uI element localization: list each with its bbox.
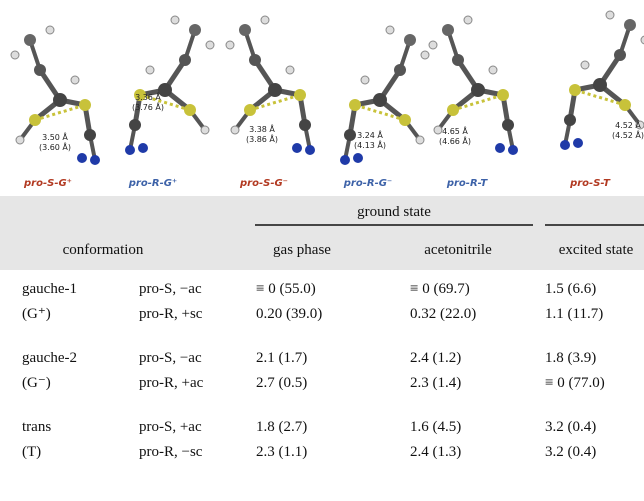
table-cell: 2.4 (1.2) (410, 350, 461, 366)
distance-label: (3.76 Å) (132, 101, 164, 112)
table-cell: pro-R, +sc (139, 306, 203, 322)
table-cell: pro-S, −ac (139, 281, 202, 297)
panel-label: pro-S-T (569, 178, 611, 189)
panel-label: pro-R-G⁺ (128, 178, 177, 189)
distance-label: 3.24 Å (357, 129, 383, 140)
table-cell: pro-R, +ac (139, 375, 204, 391)
table-cell: gauche-1 (22, 281, 77, 297)
table-cell: pro-R, −sc (139, 444, 203, 460)
column-header: conformation (63, 242, 144, 258)
distance-label: (3.60 Å) (39, 141, 71, 152)
table-cell: 2.3 (1.4) (410, 375, 461, 391)
page: {"figure":{"panels":[ {"label":"pro-S-G⁺… (0, 0, 644, 501)
table-cell: 2.7 (0.5) (256, 375, 307, 391)
distance-label: 3.38 Å (249, 123, 275, 134)
table-cell: 2.1 (1.7) (256, 350, 307, 366)
table-cell: ≡ 0 (77.0) (545, 375, 605, 391)
column-header: acetonitrile (424, 242, 492, 258)
table-cell: 1.5 (6.6) (545, 281, 596, 297)
molecule (125, 16, 214, 155)
distance-label: (3.86 Å) (246, 133, 278, 144)
table-cell: 1.8 (3.9) (545, 350, 596, 366)
table-cell: (G⁻) (22, 375, 51, 391)
table-cell: 3.2 (0.4) (545, 444, 596, 460)
column-header: gas phase (273, 242, 331, 258)
body: pro-S-G⁺ 3.50 Å(3.60 Å) pro-R-G⁺ 3.36 Å(3.7… (0, 0, 644, 501)
panel-label: pro-R-G⁻ (343, 178, 392, 189)
table-cell: 1.1 (11.7) (545, 306, 603, 322)
table-cell: gauche-2 (22, 350, 77, 366)
molecules (11, 11, 644, 165)
table-cell: 2.4 (1.3) (410, 444, 461, 460)
distance-label: 3.50 Å (42, 131, 68, 142)
column-header: excited state (559, 242, 634, 258)
panel-label: pro-S-G⁻ (239, 178, 288, 189)
header-band (0, 196, 644, 270)
distance-label: (4.66 Å) (439, 135, 471, 146)
table-cell: 1.8 (2.7) (256, 419, 307, 435)
distance-label: (4.13 Å) (354, 139, 386, 150)
table-cell: (G⁺) (22, 306, 51, 322)
distance-label: (4.52 Å) (612, 129, 644, 140)
table-cell: ≡ 0 (69.7) (410, 281, 470, 297)
table-cell: 0.20 (39.0) (256, 306, 322, 322)
table-cell: 0.32 (22.0) (410, 306, 476, 322)
table-cell: pro-S, +ac (139, 419, 202, 435)
table-cell: ≡ 0 (55.0) (256, 281, 316, 297)
table-cell: 2.3 (1.1) (256, 444, 307, 460)
distance-label: 4.52 Å (615, 119, 641, 130)
panel-label: pro-R-T (446, 178, 488, 189)
table-cell: (T) (22, 444, 41, 460)
panel-label: pro-S-G⁺ (23, 178, 72, 189)
table-cell: trans (22, 419, 51, 435)
figure-and-table: pro-S-G⁺ 3.50 Å(3.60 Å) pro-R-G⁺ 3.36 Å(3.7… (0, 0, 644, 501)
distance-label: 4.65 Å (442, 125, 468, 136)
group-header: ground state (357, 204, 431, 220)
table-cell: pro-S, −ac (139, 350, 202, 366)
table-cell: 3.2 (0.4) (545, 419, 596, 435)
table-cell: 1.6 (4.5) (410, 419, 461, 435)
distance-label: 3.36 Å (135, 91, 161, 102)
